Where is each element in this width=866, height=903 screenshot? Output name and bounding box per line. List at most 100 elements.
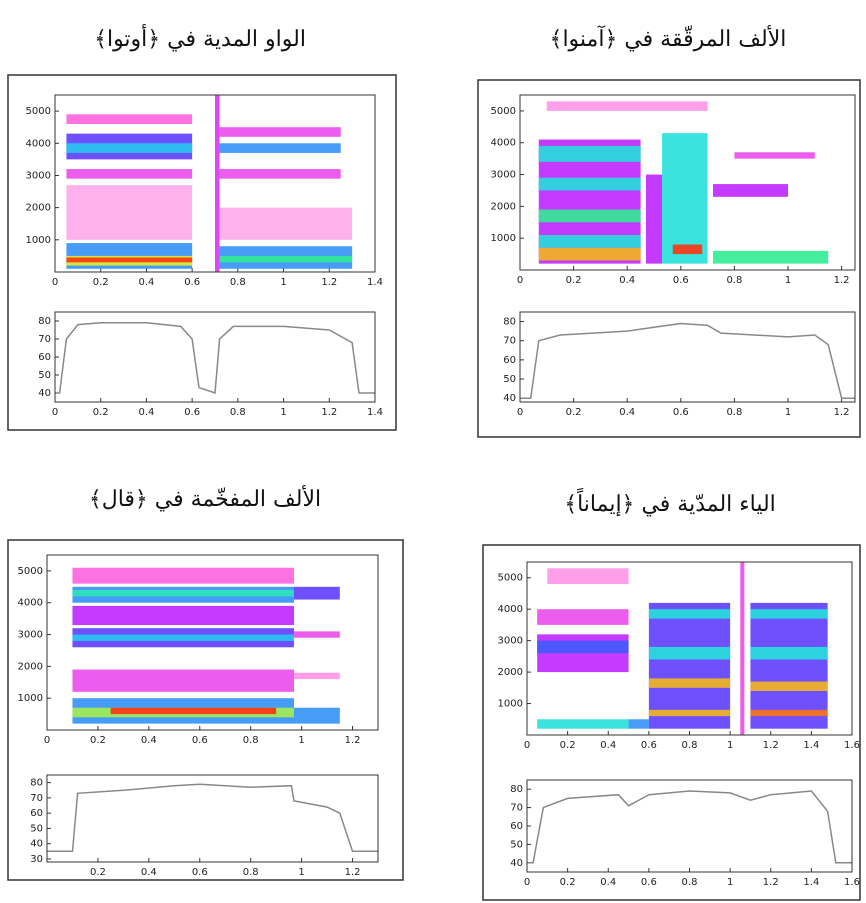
x-tick-label: 1.2 (834, 275, 850, 286)
x-tick-label: 0.6 (184, 407, 200, 418)
x-tick-label: 1.4 (367, 277, 383, 288)
energy-band (72, 590, 294, 597)
x-tick-label: 0 (517, 407, 523, 418)
plot-frame (46, 554, 379, 731)
y-tick-label: 60 (38, 352, 51, 363)
x-tick-label: 0.2 (90, 735, 106, 746)
y-tick-label: 50 (30, 823, 43, 834)
energy-band (750, 602, 828, 729)
energy-band (734, 152, 815, 159)
x-tick-label: 0.4 (619, 407, 635, 418)
y-tick-label: 80 (38, 316, 51, 327)
x-tick-label: 1 (298, 735, 304, 746)
y-tick-label: 4000 (491, 138, 516, 149)
energy-band (72, 567, 294, 584)
x-tick-label: 1.4 (803, 740, 819, 751)
x-tick-label: 0 (524, 877, 530, 888)
x-tick-label: 1 (280, 407, 286, 418)
y-tick-label: 30 (30, 854, 43, 865)
y-tick-label: 60 (510, 821, 523, 832)
x-tick-label: 0.4 (138, 277, 154, 288)
x-tick-label: 0.8 (682, 740, 698, 751)
energy-band (740, 562, 745, 735)
x-tick-label: 1.2 (345, 735, 361, 746)
plot-frame (54, 311, 376, 403)
y-tick-label: 2000 (491, 201, 516, 212)
energy-band (648, 709, 731, 717)
y-tick-label: 5000 (18, 566, 43, 577)
x-tick-label: 0.6 (673, 275, 689, 286)
energy-band (293, 707, 340, 724)
y-tick-label: 70 (38, 334, 51, 345)
y-tick-label: 4000 (26, 138, 51, 149)
energy-band (215, 95, 220, 272)
y-tick-label: 70 (510, 803, 523, 814)
energy-band (293, 631, 340, 638)
plot-frame (46, 774, 379, 863)
y-tick-label: 80 (30, 778, 43, 789)
x-tick-label: 0 (524, 740, 530, 751)
energy-band (628, 719, 649, 729)
energy-band (712, 184, 788, 197)
energy-band (219, 255, 353, 263)
x-tick-label: 1.4 (803, 877, 819, 888)
panel-frame (7, 74, 397, 431)
x-tick-label: 0.8 (243, 735, 259, 746)
x-tick-label: 0.6 (641, 877, 657, 888)
energy-band (662, 133, 708, 264)
energy-band (293, 586, 340, 600)
y-tick-label: 5000 (498, 573, 523, 584)
energy-band (537, 640, 629, 654)
x-tick-label: 0.8 (230, 277, 246, 288)
y-tick-label: 40 (38, 388, 51, 399)
energy-band (712, 250, 829, 264)
y-tick-label: 40 (30, 839, 43, 850)
energy-band (648, 609, 731, 619)
energy-band (66, 169, 193, 179)
panel-title: الياء المدّية في ﴿إيماناً﴾ (564, 487, 776, 517)
energy-band (537, 634, 629, 673)
x-tick-label: 0.8 (243, 867, 259, 878)
energy-band (219, 207, 353, 240)
x-tick-label: 1.2 (345, 867, 361, 878)
plot-frame (519, 311, 856, 403)
x-tick-label: 0.6 (673, 407, 689, 418)
x-tick-label: 1 (727, 740, 733, 751)
x-tick-label: 0.6 (192, 735, 208, 746)
x-tick-label: 0.4 (600, 740, 616, 751)
x-tick-label: 0.4 (141, 867, 157, 878)
y-tick-label: 3000 (498, 636, 523, 647)
x-tick-label: 1 (785, 275, 791, 286)
plot-frame (526, 561, 853, 736)
energy-band (72, 605, 294, 625)
x-tick-label: 0.2 (560, 740, 576, 751)
y-tick-label: 2000 (18, 661, 43, 672)
y-tick-label: 3000 (491, 170, 516, 181)
energy-band (538, 235, 641, 248)
x-tick-label: 1.6 (844, 740, 860, 751)
energy-band (219, 143, 341, 153)
energy-band (648, 602, 731, 729)
y-tick-label: 60 (503, 355, 516, 366)
y-tick-label: 70 (30, 793, 43, 804)
x-tick-label: 0.6 (184, 277, 200, 288)
y-tick-label: 1000 (26, 235, 51, 246)
y-tick-label: 3000 (26, 170, 51, 181)
y-tick-label: 60 (30, 808, 43, 819)
x-tick-label: 0.8 (682, 877, 698, 888)
x-tick-label: 0.8 (230, 407, 246, 418)
energy-band (72, 634, 294, 641)
panel-title: الواو المدية في ﴿أوتوا﴾ (94, 23, 306, 52)
y-tick-label: 4000 (498, 604, 523, 615)
y-tick-label: 40 (503, 393, 516, 404)
energy-band (219, 127, 341, 137)
energy-band (537, 719, 629, 729)
y-tick-label: 2000 (498, 667, 523, 678)
y-tick-label: 4000 (18, 598, 43, 609)
intensity-line (527, 790, 852, 864)
x-tick-label: 1.2 (763, 877, 779, 888)
y-tick-label: 40 (510, 858, 523, 869)
energy-band (750, 609, 828, 619)
y-tick-label: 5000 (26, 106, 51, 117)
y-tick-label: 80 (510, 784, 523, 795)
